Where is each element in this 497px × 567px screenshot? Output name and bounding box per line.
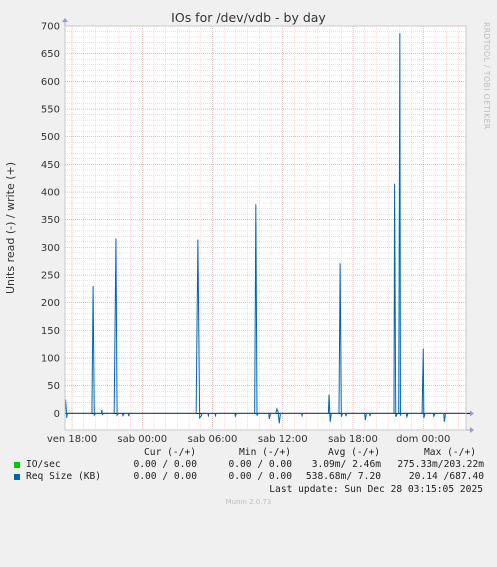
y-tick-label: 600 bbox=[41, 77, 60, 88]
y-tick-label: 200 bbox=[41, 298, 60, 309]
x-tick-label: sab 12:00 bbox=[258, 434, 308, 445]
chart-title: IOs for /dev/vdb - by day bbox=[171, 10, 326, 25]
x-tick-label: dom 00:00 bbox=[396, 434, 450, 445]
y-tick-labels: 0 50 100 150 200 250 300 350 400 450 500 550 600 650 7… bbox=[41, 22, 60, 420]
chart-grid bbox=[62, 18, 474, 433]
series-line-1 bbox=[64, 33, 466, 424]
legend-cur-reqsize: 0.00 / 0.00 bbox=[133, 471, 197, 482]
legend-header-cur: Cur (-/+) bbox=[144, 447, 196, 458]
y-tick-label: 700 bbox=[41, 22, 60, 33]
y-tick-label: 500 bbox=[41, 132, 60, 143]
legend-header-avg: Avg (-/+) bbox=[328, 447, 380, 458]
y-axis-arrow bbox=[62, 18, 68, 22]
legend-avg-reqsize: 538.68m/ 7.20 bbox=[305, 471, 381, 482]
y-axis-label: Units read (-) / write (+) bbox=[4, 162, 17, 294]
legend-row-reqsize: Req Size (KB) 0.00 / 0.00 0.00 / 0.00 53… bbox=[14, 471, 484, 483]
chart-series bbox=[64, 33, 466, 424]
x-tick-label: ven 18:00 bbox=[47, 434, 97, 445]
y-tick-label: 650 bbox=[41, 49, 60, 60]
legend-min-io: 0.00 / 0.00 bbox=[228, 459, 292, 470]
y-tick-label: 250 bbox=[41, 271, 60, 282]
legend-swatch-io bbox=[14, 462, 20, 468]
y-tick-label: 300 bbox=[41, 243, 60, 254]
y-tick-label: 100 bbox=[41, 354, 60, 365]
plot-frame bbox=[64, 25, 467, 431]
legend-avg-io: 3.09m/ 2.46m bbox=[311, 459, 381, 470]
legend-max-io: 275.33m/203.22m bbox=[397, 459, 484, 470]
x-tick-label: sab 06:00 bbox=[188, 434, 238, 445]
x-axis-arrow bbox=[470, 410, 474, 417]
legend-header-max: Max (-/+) bbox=[424, 447, 476, 458]
legend-header: Cur (-/+) Min (-/+) Avg (-/+) Max (-/+) bbox=[14, 447, 484, 459]
legend-row-io: IO/sec 0.00 / 0.00 0.00 / 0.00 3.09m/ 2.… bbox=[14, 459, 484, 471]
legend-swatch-reqsize bbox=[14, 474, 20, 480]
y-tick-label: 400 bbox=[41, 188, 60, 199]
x-tick-label: sab 00:00 bbox=[117, 434, 167, 445]
last-update: Last update: Sun Dec 28 03:15:05 2025 bbox=[269, 484, 483, 495]
rrdtool-watermark: RRDTOOL / TOBI OETIKER bbox=[482, 22, 491, 130]
legend-min-reqsize: 0.00 / 0.00 bbox=[228, 471, 292, 482]
x-tick-labels: ven 18:00 sab 00:00 sab 06:00 sab 12:00 sab … bbox=[47, 434, 451, 445]
x-tick-label: sab 18:00 bbox=[328, 434, 378, 445]
y-tick-label: 350 bbox=[41, 215, 60, 226]
y-tick-label: 50 bbox=[47, 381, 60, 392]
y-tick-label: 450 bbox=[41, 160, 60, 171]
legend-name-io: IO/sec bbox=[26, 459, 61, 470]
legend-header-min: Min (-/+) bbox=[239, 447, 291, 458]
io-chart: 0 50 100 150 200 250 300 350 400 450 500 550 600 650 7… bbox=[4, 18, 491, 445]
y-tick-label: 0 bbox=[54, 409, 60, 420]
y-tick-label: 550 bbox=[41, 105, 60, 116]
legend-cur-io: 0.00 / 0.00 bbox=[133, 459, 197, 470]
legend-name-reqsize: Req Size (KB) bbox=[26, 471, 102, 482]
legend-max-reqsize: 20.14 /687.40 bbox=[408, 471, 484, 482]
y-tick-label: 150 bbox=[41, 326, 60, 337]
x-axis-arrow-bottom bbox=[470, 427, 474, 433]
munin-version: Munin 2.0.73 bbox=[225, 498, 272, 506]
